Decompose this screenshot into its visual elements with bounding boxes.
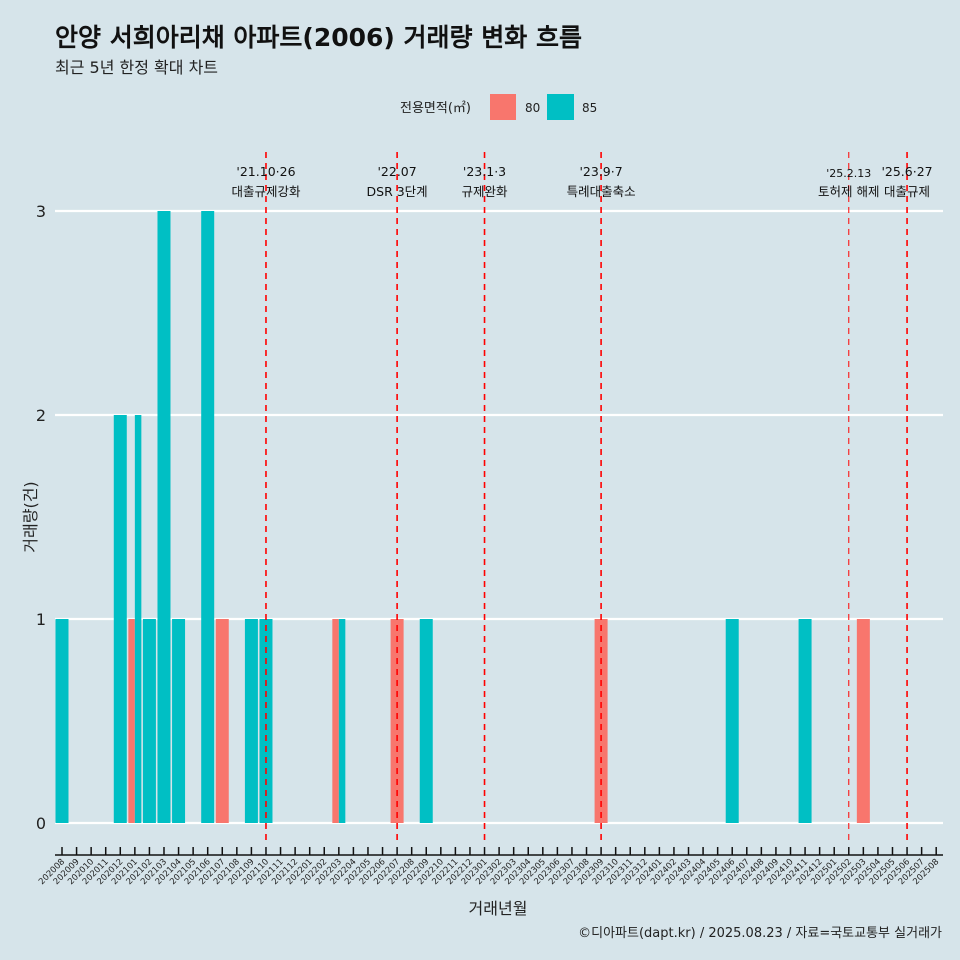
bar-80 — [594, 619, 608, 823]
y-tick-label: 3 — [36, 202, 46, 221]
bar-85 — [201, 211, 215, 823]
event-label: DSR 3단계 — [367, 184, 428, 199]
bar-85 — [142, 619, 156, 823]
bar-85 — [338, 619, 346, 823]
legend-label-85: 85 — [582, 101, 597, 115]
chart-title: 안양 서희아리채 아파트(2006) 거래량 변화 흐름 — [55, 23, 582, 52]
event-label: 특례대출축소 — [567, 184, 636, 199]
bar-85 — [244, 619, 258, 823]
event-label: 대출규제 — [884, 184, 930, 199]
legend-swatch-80 — [490, 94, 516, 120]
event-date: '25.2.13 — [826, 167, 871, 180]
event-label: 규제완화 — [462, 184, 509, 199]
chart-subtitle: 최근 5년 한정 확대 차트 — [55, 58, 219, 77]
bar-85 — [419, 619, 433, 823]
event-date: '23.1·3 — [463, 164, 506, 179]
event-date: '25.6·27 — [881, 164, 932, 179]
bar-85 — [725, 619, 739, 823]
bar-80 — [390, 619, 404, 823]
chart-caption: ©디아파트(dapt.kr) / 2025.08.23 / 자료=국토교통부 실… — [578, 926, 942, 941]
bar-85 — [113, 415, 127, 823]
legend-swatch-85 — [547, 94, 574, 120]
legend-label-80: 80 — [525, 101, 540, 115]
bar-85 — [259, 619, 273, 823]
bar-80 — [856, 619, 870, 823]
bar-85 — [134, 415, 142, 823]
y-tick-label: 1 — [36, 610, 46, 629]
y-tick-label: 0 — [36, 814, 46, 833]
bar-85 — [172, 619, 186, 823]
event-label: 토허제 해제 — [818, 184, 879, 199]
bar-85 — [55, 619, 69, 823]
bar-80 — [215, 619, 229, 823]
y-axis-title: 거래량(건) — [21, 481, 40, 552]
bar-85 — [798, 619, 812, 823]
bar-80 — [332, 619, 339, 823]
bar-80 — [128, 619, 135, 823]
event-date: '21.10·26 — [236, 164, 295, 179]
event-date: '22.07 — [377, 164, 416, 179]
bar-85 — [157, 211, 171, 823]
legend-title: 전용면적(㎡) — [400, 101, 471, 116]
event-date: '23.9·7 — [579, 164, 622, 179]
y-tick-label: 2 — [36, 406, 46, 425]
event-label: 대출규제강화 — [231, 184, 301, 199]
x-axis-title: 거래년월 — [469, 899, 528, 918]
